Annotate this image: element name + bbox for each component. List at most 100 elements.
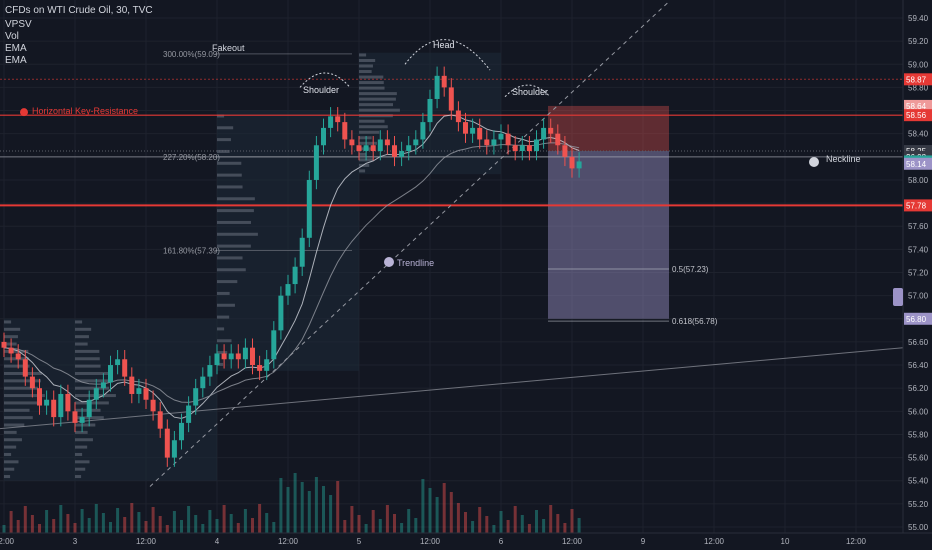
right-shoulder-label: Shoulder [512, 87, 548, 97]
candle-body [171, 440, 177, 458]
volume-bar [80, 509, 84, 533]
trendline-dashed [149, 0, 671, 487]
candle-body [498, 133, 504, 140]
candle-body [143, 388, 149, 400]
candle-body [22, 359, 28, 377]
x-tick-label: 12:00 [0, 537, 15, 546]
volume-bar [535, 510, 538, 533]
volume-profile-bar [359, 130, 380, 134]
volume-bar [73, 523, 77, 533]
x-tick-label: 5 [357, 537, 362, 546]
x-tick-label: 9 [641, 537, 646, 546]
volume-profile-bar [217, 244, 251, 248]
x-tick-label: 12:00 [562, 537, 583, 546]
volume-bar [322, 486, 325, 533]
indicator-ema-1[interactable]: EMA [5, 43, 27, 54]
candle-body [271, 330, 277, 360]
candle-body [250, 347, 255, 366]
y-tick-label: 55.20 [908, 500, 929, 509]
candle-body [15, 353, 21, 360]
indicator-vpsv[interactable]: VPSV [5, 19, 32, 30]
candle-body [534, 139, 539, 152]
candle-body [484, 139, 490, 146]
volume-bar [307, 491, 311, 533]
trendline-solid [0, 347, 904, 430]
y-tick-label: 58.80 [908, 83, 929, 92]
volume-bar [350, 506, 354, 533]
volume-bar [464, 512, 467, 533]
volume-bar [371, 510, 375, 533]
volume-profile-bar [359, 136, 372, 140]
volume-bar [293, 473, 297, 533]
volume-bar [428, 488, 432, 533]
volume-bar [265, 513, 269, 533]
candle-body [370, 145, 376, 152]
volume-profile-bar [75, 335, 89, 339]
candle-body [377, 139, 383, 152]
volume-bar [527, 524, 531, 533]
volume-profile-bar [359, 53, 367, 57]
volume-bar [314, 477, 318, 533]
volume-profile-bar [217, 291, 230, 295]
volume-profile-bar [75, 445, 88, 449]
volume-profile-bar [217, 114, 225, 118]
candle-body [505, 133, 511, 146]
volume-profile-bar [217, 339, 232, 343]
candle-body [157, 411, 163, 429]
volume-bar [549, 505, 553, 533]
volume-bar [471, 521, 475, 533]
y-tick-label: 59.40 [908, 14, 929, 23]
volume-profile-bar [359, 92, 397, 96]
candle-body [278, 295, 284, 331]
volume-profile-bar [359, 58, 376, 62]
candle-body [51, 399, 57, 418]
fib-label: 0.618(56.78) [672, 317, 718, 326]
candle-body [214, 353, 220, 366]
volume-profile-bar [4, 401, 38, 405]
volume-bar [30, 515, 34, 533]
volume-bar [414, 518, 418, 533]
candle-body [150, 399, 156, 412]
right-shoulder-arc [504, 84, 551, 98]
candle-body [526, 145, 532, 152]
neckline-marker [809, 157, 819, 167]
volume-bar [201, 524, 205, 533]
candle-body [37, 388, 42, 406]
volume-bar [45, 510, 49, 533]
candle-body [115, 359, 121, 366]
x-tick-label: 12:00 [278, 537, 299, 546]
volume-profile-bar [217, 351, 228, 355]
candle-body [356, 145, 362, 152]
y-tick-label: 58.00 [908, 176, 929, 185]
volume-bar [272, 522, 276, 533]
volume-bar [336, 481, 340, 533]
y-tick-label: 55.00 [908, 523, 929, 532]
price-label: 58.87 [906, 75, 927, 84]
volume-profile-bar [4, 416, 33, 420]
indicator-ema-2[interactable]: EMA [5, 55, 27, 66]
volume-bar [158, 516, 162, 533]
time-axis [0, 533, 932, 550]
volume-profile-bar [359, 108, 400, 112]
x-tick-label: 10 [781, 537, 790, 546]
candle-body [541, 127, 547, 140]
candle-body [470, 127, 476, 134]
volume-profile-bar [4, 379, 41, 383]
volume-bar [215, 519, 219, 533]
candle-body [441, 75, 447, 88]
y-tick-label: 57.40 [908, 245, 929, 254]
volume-profile-bar [217, 232, 258, 236]
price-label-bg [904, 199, 932, 212]
candle-body [491, 139, 497, 146]
volume-profile-bar [75, 460, 90, 464]
fib-label: 300.00%(59.09) [163, 50, 220, 59]
indicator-vol[interactable]: Vol [5, 31, 19, 42]
candle-body [164, 428, 170, 458]
volume-bar [520, 515, 524, 533]
candle-body [384, 139, 390, 146]
fib-label: 161.80%(57.39) [163, 247, 220, 256]
y-tick-label: 56.40 [908, 361, 929, 370]
volume-bar [9, 511, 13, 533]
volume-profile-bar [75, 349, 100, 353]
